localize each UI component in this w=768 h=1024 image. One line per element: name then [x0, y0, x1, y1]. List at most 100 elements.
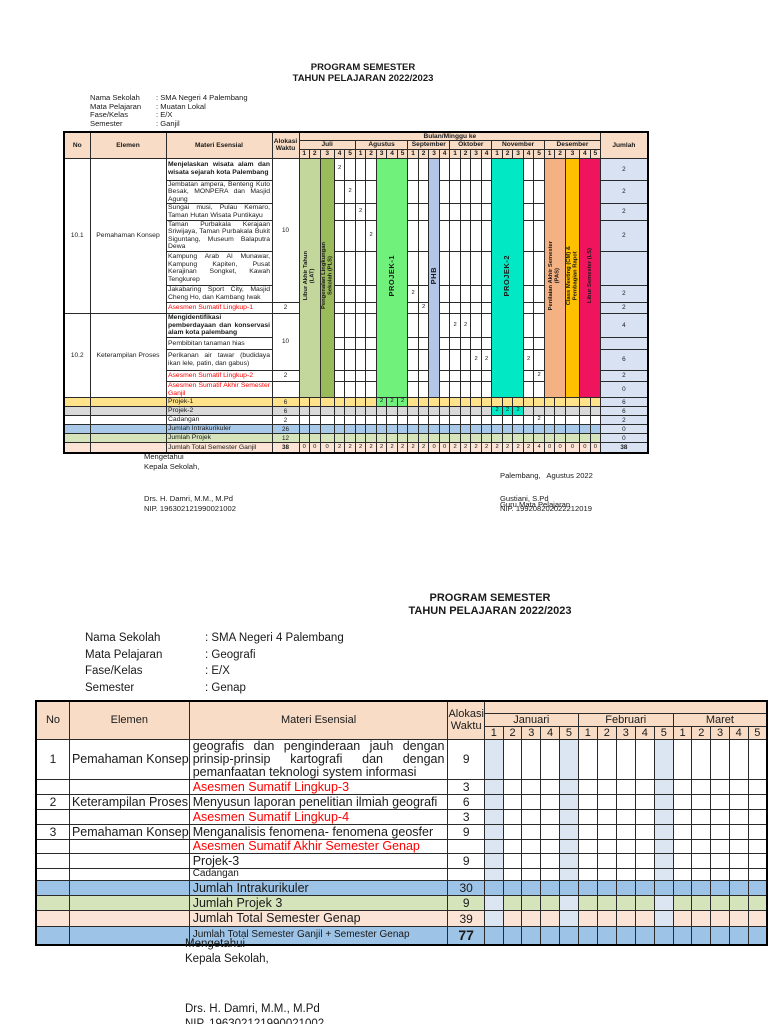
week-cell: [521, 895, 542, 912]
week-cell: [365, 203, 377, 221]
alokasi-waktu-cell: 26: [271, 424, 300, 435]
week-number-header: 4: [438, 148, 451, 159]
week-cell: [691, 779, 712, 796]
week-cell: [653, 809, 674, 826]
week-cell: [365, 284, 377, 303]
week-cell: [558, 738, 579, 781]
materi-cell: Asesmen Sumatif Lingkup-3: [188, 779, 449, 796]
week-cell: [365, 433, 377, 444]
banner-pls-label: Pengenalan Lingkungan Sekolah (PLS): [320, 241, 334, 309]
week-cell: [449, 380, 461, 399]
page1-footer-right: Palembang, Agustus 2022 Guru Mata Pelaja…: [500, 452, 593, 528]
week-cell: [480, 424, 493, 435]
week-number-header: 3: [319, 148, 335, 159]
materi-cell: Menyusun laporan penelitian ilmiah geogr…: [188, 794, 449, 811]
week-cell: [333, 203, 346, 221]
alokasi-waktu-cell: 9: [447, 738, 485, 781]
banner-pls: Pengenalan Lingkungan Sekolah (PLS): [319, 157, 335, 399]
week-cell: [502, 926, 523, 946]
week-cell: [558, 853, 579, 870]
week-cell: [634, 779, 655, 796]
week-cell: [407, 433, 419, 444]
week-cell: [540, 839, 560, 855]
week-cell: [521, 853, 542, 870]
week-cell: [728, 738, 749, 781]
week-cell: [540, 926, 560, 946]
materi-cell: Sungai musi, Pulau Kemaro, Taman Hutan W…: [165, 203, 273, 221]
week-cell: [375, 433, 388, 444]
week-cell: 2: [491, 406, 503, 417]
week-cell: [483, 824, 504, 841]
alokasi-waktu-cell: 2: [271, 301, 300, 314]
footer-guru-nama: Gustiani, S.Pd: [500, 494, 549, 503]
week-cell: [672, 824, 693, 841]
week-cell: [558, 895, 579, 912]
week-cell: [691, 926, 712, 946]
week-cell: [653, 794, 674, 811]
page2-footer: Mengetahui Kepala Sekolah,: [185, 937, 269, 967]
info-row: Nama Sekolah: SMA Negeri 4 Palembang: [90, 93, 248, 103]
week-cell: [728, 880, 749, 897]
page1-title-line2: TAHUN PELAJARAN 2022/2023: [292, 73, 434, 84]
week-cell: [449, 397, 461, 408]
week-cell: [615, 738, 636, 781]
week-cell: [480, 380, 493, 399]
week-number-header: 4: [480, 148, 493, 159]
info-value: : SMA Negeri 4 Palembang: [205, 632, 344, 644]
week-cell: [502, 853, 523, 870]
week-cell: [747, 868, 768, 882]
week-cell: 2: [333, 157, 346, 181]
week-cell: [298, 433, 310, 444]
week-cell: [691, 738, 712, 781]
week-cell: [634, 926, 655, 946]
materi-cell: Projek-2: [165, 406, 273, 417]
week-cell: [459, 433, 472, 444]
materi-cell: Cadangan: [188, 868, 449, 882]
week-cell: [596, 839, 617, 855]
month-header-september: September: [407, 140, 451, 150]
materi-cell: Menjelaskan wisata alam dan wisata sejar…: [165, 157, 273, 181]
week-cell: [459, 157, 472, 181]
page1-footer-left-name: Drs. H. Damri, M.M., M.Pd NIP. 196302121…: [144, 494, 236, 513]
week-cell: [417, 424, 430, 435]
week-cell: [344, 312, 356, 338]
week-number-header: 3: [512, 148, 524, 159]
alokasi-waktu-cell: 6: [271, 406, 300, 417]
week-cell: [501, 424, 514, 435]
week-cell: [449, 203, 461, 221]
week-cell: [501, 433, 514, 444]
week-cell: [710, 809, 730, 826]
week-number-header: 3: [615, 725, 636, 740]
info-value: : Genap: [205, 681, 246, 694]
week-number-header: 3: [710, 725, 730, 740]
alokasi-waktu-cell: 10: [271, 312, 300, 371]
week-number-header: 2: [309, 148, 321, 159]
week-cell: [596, 910, 617, 928]
footer-guru-nip: NIP. 199208202022212019: [500, 503, 592, 513]
materi-cell: Jumlah Total Semester Ganjil + Semester …: [188, 926, 449, 946]
materi-cell: Perikanan air tawar (budidaya ikan lele,…: [165, 348, 273, 371]
materi-cell: Jumlah Total Semester Genap: [188, 910, 449, 928]
week-cell: [747, 738, 768, 781]
week-cell: [540, 868, 560, 882]
week-cell: [438, 397, 451, 408]
week-cell: [459, 397, 472, 408]
week-cell: 2: [512, 406, 524, 417]
alokasi-waktu-cell: 3: [447, 809, 485, 826]
week-cell: [459, 179, 472, 205]
week-cell: 2: [522, 348, 535, 371]
week-cell: [407, 179, 419, 205]
week-cell: [533, 424, 545, 435]
week-cell: 2: [344, 442, 356, 454]
week-cell: 2: [396, 397, 409, 408]
week-cell: [577, 738, 598, 781]
week-cell: [417, 369, 430, 382]
jumlah-cell: 38: [600, 442, 649, 454]
week-cell: [417, 157, 430, 181]
week-cell: [407, 203, 419, 221]
jumlah-cell: 2: [600, 415, 649, 426]
info-label: Mata Pelajaran: [85, 648, 163, 661]
week-cell: [459, 250, 472, 286]
week-cell: [438, 219, 451, 252]
week-number-header: 1: [449, 148, 461, 159]
